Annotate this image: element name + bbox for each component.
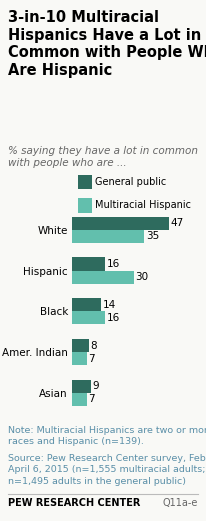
Text: 8: 8 — [90, 341, 97, 351]
Bar — [72, 298, 101, 312]
Text: 35: 35 — [146, 231, 159, 241]
Text: 16: 16 — [107, 259, 120, 269]
Text: 14: 14 — [103, 300, 116, 310]
Bar — [72, 339, 89, 352]
Bar — [72, 270, 134, 283]
Text: 7: 7 — [88, 354, 95, 364]
Text: General public: General public — [95, 177, 166, 187]
Text: 16: 16 — [107, 313, 120, 323]
Bar — [72, 217, 169, 230]
Bar — [72, 257, 105, 270]
Bar — [72, 230, 144, 243]
Bar — [72, 352, 87, 365]
Text: Source: Pew Research Center survey, Feb. 6
April 6, 2015 (n=1,555 multiracial ad: Source: Pew Research Center survey, Feb.… — [8, 454, 206, 486]
Text: 3-in-10 Multiracial
Hispanics Have a Lot in
Common with People Who
Are Hispanic: 3-in-10 Multiracial Hispanics Have a Lot… — [8, 10, 206, 78]
Bar — [72, 393, 87, 406]
Text: PEW RESEARCH CENTER: PEW RESEARCH CENTER — [8, 498, 141, 507]
Text: Note: Multiracial Hispanics are two or more
races and Hispanic (n=139).: Note: Multiracial Hispanics are two or m… — [8, 426, 206, 446]
Text: Multiracial Hispanic: Multiracial Hispanic — [95, 200, 191, 210]
Text: 47: 47 — [171, 218, 184, 228]
Text: 7: 7 — [88, 394, 95, 404]
Text: 30: 30 — [136, 272, 149, 282]
Text: % saying they have a lot in common
with people who are ...: % saying they have a lot in common with … — [8, 146, 198, 168]
Bar — [72, 380, 91, 393]
Text: Q11a-e: Q11a-e — [162, 498, 198, 507]
Bar — [72, 312, 105, 325]
Text: 9: 9 — [92, 381, 99, 391]
